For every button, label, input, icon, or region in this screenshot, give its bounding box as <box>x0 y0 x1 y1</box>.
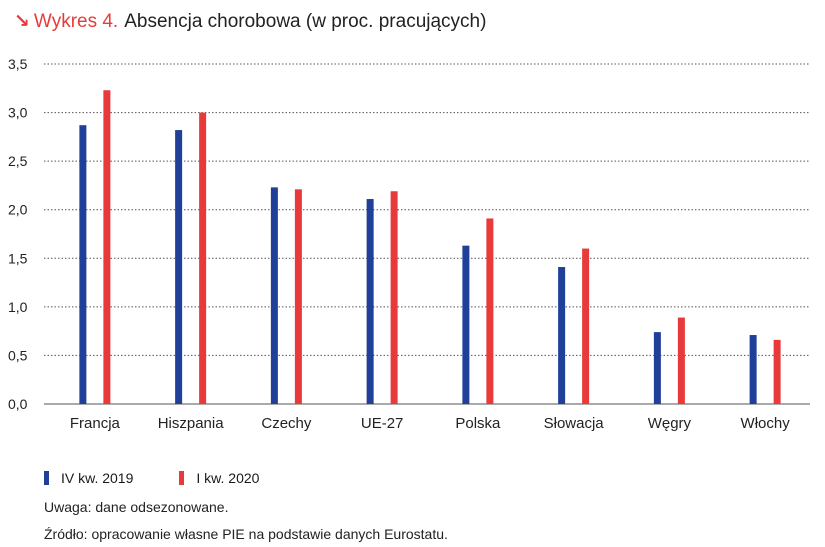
arrow-down-right-icon: ↘ <box>14 11 30 32</box>
bar-i-kw-2020 <box>199 112 207 405</box>
y-axis-ticks: 0,0 0,5 1,0 1,5 2,0 2,5 3,0 3,5 <box>8 56 28 412</box>
x-tick-label: Węgry <box>648 415 692 432</box>
bar-i-kw-2020 <box>582 248 590 404</box>
bar-i-kw-2020 <box>677 317 685 404</box>
figure-number: Wykres 4. <box>33 11 119 32</box>
note-text: Uwaga: dane odsezonowane. <box>44 499 229 515</box>
bar-iv-kw-2019 <box>175 130 183 405</box>
bar-iv-kw-2019 <box>653 332 661 404</box>
y-tick-label: 1,0 <box>8 299 28 315</box>
y-tick-label: 0,5 <box>8 347 28 363</box>
legend-swatch-red <box>179 471 185 485</box>
bar-iv-kw-2019 <box>462 245 470 404</box>
x-tick-label: Czechy <box>261 415 312 432</box>
x-tick-label: Francja <box>70 415 121 432</box>
x-tick-label: Włochy <box>741 415 791 432</box>
bar-i-kw-2020 <box>103 90 111 404</box>
legend-label: IV kw. 2019 <box>61 470 134 486</box>
legend-label: I kw. 2020 <box>196 470 260 486</box>
legend-item-series-1: IV kw. 2019 <box>44 470 133 486</box>
legend-item-series-2: I kw. 2020 <box>179 470 259 486</box>
x-axis-labels: Francja Hiszpania Czechy UE-27 Polska Słowacj… <box>70 415 790 432</box>
legend: IV kw. 2019 I kw. 2020 <box>44 470 305 486</box>
x-tick-label: Słowacja <box>544 415 605 432</box>
bar-chart: 0,0 0,5 1,0 1,5 2,0 2,5 3,0 3,5 Francja Hiszpani… <box>8 56 810 432</box>
y-tick-label: 2,5 <box>8 153 28 169</box>
source-text: Źródło: opracowanie własne PIE na podsta… <box>44 526 448 542</box>
bar-i-kw-2020 <box>773 339 781 404</box>
bar-iv-kw-2019 <box>270 187 278 404</box>
y-tick-label: 2,0 <box>8 202 28 218</box>
bar-i-kw-2020 <box>294 189 302 404</box>
bar-iv-kw-2019 <box>558 267 566 404</box>
legend-swatch-blue <box>44 471 49 485</box>
x-tick-label: Hiszpania <box>158 415 225 432</box>
x-tick-label: Polska <box>455 415 501 432</box>
page-title: Absencja chorobowa (w proc. pracujących) <box>124 11 487 32</box>
bars <box>79 90 781 405</box>
bar-iv-kw-2019 <box>366 199 374 404</box>
bar-i-kw-2020 <box>486 218 494 404</box>
bar-iv-kw-2019 <box>749 335 757 404</box>
y-tick-label: 1,5 <box>8 250 28 266</box>
y-tick-label: 3,0 <box>8 105 28 121</box>
bar-iv-kw-2019 <box>79 125 87 404</box>
chart-title: ↘ Wykres 4. Absencja chorobowa (w proc. pr… <box>14 10 486 33</box>
x-tick-label: UE-27 <box>361 415 404 432</box>
gridlines <box>44 63 810 405</box>
y-tick-label: 3,5 <box>8 56 28 72</box>
y-tick-label: 0,0 <box>8 396 28 412</box>
bar-i-kw-2020 <box>390 191 398 404</box>
